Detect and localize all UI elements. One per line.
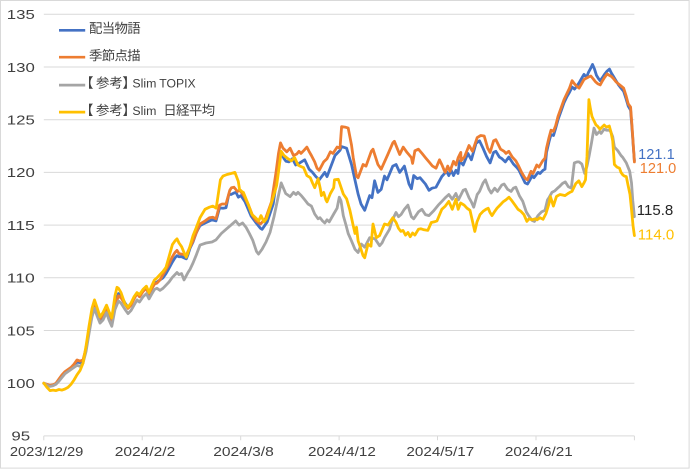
svg-text:2024/3/8: 2024/3/8 xyxy=(213,444,274,459)
svg-text:105: 105 xyxy=(7,323,35,338)
svg-text:125: 125 xyxy=(7,113,35,128)
svg-text:95: 95 xyxy=(11,429,30,444)
svg-text:100: 100 xyxy=(7,376,35,391)
svg-text:Slim: Slim xyxy=(132,77,156,91)
svg-text:TOPIX: TOPIX xyxy=(159,77,195,91)
svg-text:115: 115 xyxy=(7,218,35,233)
svg-text:130: 130 xyxy=(7,60,35,75)
svg-text:2024/6/21: 2024/6/21 xyxy=(505,444,573,459)
svg-text:2024/5/17: 2024/5/17 xyxy=(406,444,474,459)
svg-text:120: 120 xyxy=(7,165,35,180)
svg-text:110: 110 xyxy=(7,271,35,286)
svg-text:114.0: 114.0 xyxy=(638,228,675,244)
svg-text:Slim: Slim xyxy=(132,104,156,118)
svg-text:2023/12/29: 2023/12/29 xyxy=(10,444,84,459)
svg-text:135: 135 xyxy=(7,7,35,22)
svg-text:2024/4/12: 2024/4/12 xyxy=(308,444,376,459)
svg-text:115.8: 115.8 xyxy=(637,203,674,219)
svg-text:121.0: 121.0 xyxy=(640,161,677,177)
svg-text:2024/2/2: 2024/2/2 xyxy=(115,444,176,459)
svg-text:121.1: 121.1 xyxy=(638,147,675,163)
